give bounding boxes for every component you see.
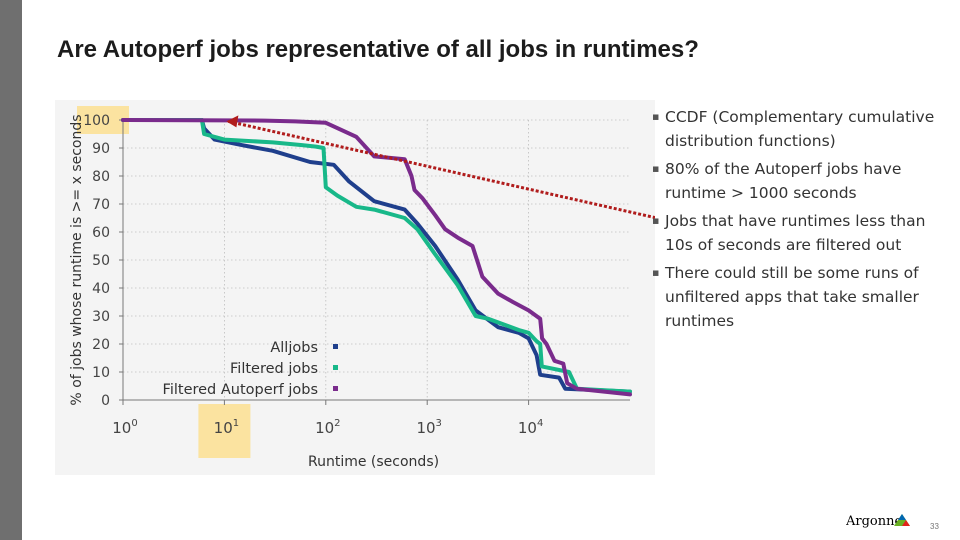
bullet-text: 80% of the Autoperf jobs have runtime > … (665, 160, 902, 202)
series-line-2 (121, 118, 632, 394)
slide-title: Are Autoperf jobs representative of all … (57, 36, 699, 63)
logo-triangle-red (902, 520, 910, 526)
series-line-3 (121, 118, 632, 397)
bullet-square-icon: ▪ (652, 162, 660, 175)
bullet-text: Jobs that have runtimes less than 10s of… (665, 212, 926, 254)
legend-label: Filtered Autoperf jobs (163, 382, 318, 398)
x-tick-label: 101 (214, 418, 239, 437)
bullet-list: ▪ CCDF (Complementary cumulative distribu… (652, 105, 952, 337)
x-tick-label: 103 (416, 418, 441, 437)
y-tick-label: 60 (92, 225, 110, 241)
logo-text: Argonne (846, 514, 902, 529)
legend-swatch (333, 386, 338, 391)
ccdf-chart: 0 10 20 30 40 50 60 70 80 90 100 100 101 102 103 104 A… (55, 100, 655, 475)
y-tick-label: 20 (92, 337, 110, 353)
legend-swatch (333, 344, 338, 349)
y-tick-label: 70 (92, 197, 110, 213)
logo-triangle-blue (898, 514, 906, 520)
y-tick-label: 10 (92, 365, 110, 381)
y-tick-label: 40 (92, 281, 110, 297)
legend-label: Alljobs (270, 340, 318, 356)
series-line-1 (121, 118, 632, 394)
bullet-text: CCDF (Complementary cumulative distribut… (665, 108, 935, 150)
y-tick-label: 100 (83, 113, 110, 129)
y-axis-label: % of jobs whose runtime is >= x seconds (69, 114, 85, 405)
x-highlight-band (198, 404, 251, 458)
y-tick-label: 0 (101, 393, 110, 409)
annotation-arrow-head (226, 115, 239, 128)
bullet-item: ▪ Jobs that have runtimes less than 10s o… (652, 209, 952, 257)
bullet-square-icon: ▪ (652, 110, 660, 123)
bullet-text: There could still be some runs of unfilt… (665, 264, 919, 330)
y-tick-label: 80 (92, 169, 110, 185)
chart-background (55, 100, 655, 475)
argonne-triangle-logo-icon: Argonne (845, 514, 910, 529)
x-axis-label: Runtime (seconds) (308, 454, 439, 470)
bullet-square-icon: ▪ (652, 266, 660, 279)
y-tick-label: 50 (92, 253, 110, 269)
legend-label: Filtered jobs (230, 361, 318, 377)
argonne-logo: Argonne (845, 510, 912, 532)
x-tick-label: 100 (112, 418, 137, 437)
left-accent-bar (0, 0, 22, 540)
y-tick-label: 90 (92, 141, 110, 157)
x-tick-label: 104 (518, 418, 543, 437)
page-number: 33 (930, 522, 939, 531)
bullet-item: ▪ CCDF (Complementary cumulative distribu… (652, 105, 952, 153)
legend-swatch (333, 365, 338, 370)
annotation-arrow-line (228, 119, 655, 220)
bullet-square-icon: ▪ (652, 214, 660, 227)
y-tick-label: 30 (92, 309, 110, 325)
bullet-item: ▪ There could still be some runs of unfil… (652, 261, 952, 333)
bullet-item: ▪ 80% of the Autoperf jobs have runtime >… (652, 157, 952, 205)
x-tick-label: 102 (315, 418, 340, 437)
ccdf-chart-svg: 0 10 20 30 40 50 60 70 80 90 100 100 101 102 103 104 A… (55, 100, 655, 475)
